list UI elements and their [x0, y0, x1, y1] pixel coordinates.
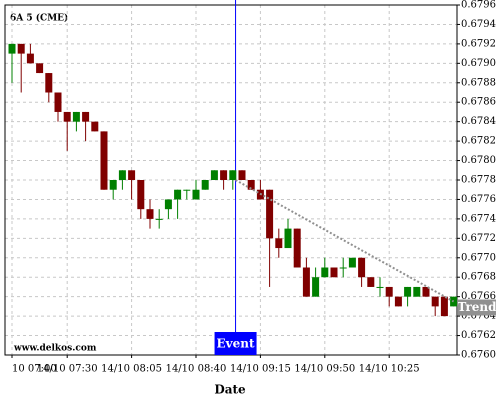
x-tick-label: 14/10 08:40 [166, 364, 227, 375]
y-tick-label: 0.6772 [461, 233, 496, 244]
candle-body [394, 296, 402, 307]
candle-body [440, 296, 448, 317]
candle-body [164, 199, 172, 210]
y-tick-label: 0.6774 [461, 213, 496, 224]
candle-body [321, 267, 329, 278]
candle-body [137, 180, 145, 210]
y-tick-label: 0.6780 [461, 155, 496, 166]
chart-title: 6A 5 (CME) [10, 13, 68, 24]
y-tick-label: 0.6760 [461, 350, 496, 361]
candle-body [183, 189, 191, 191]
candle-body [275, 238, 283, 249]
y-tick-label: 0.6792 [461, 38, 496, 49]
event-label-box [214, 332, 257, 355]
y-tick-label: 0.6766 [461, 291, 496, 302]
candle-body [247, 180, 255, 190]
candle-body [312, 277, 320, 297]
candle-body [339, 267, 347, 269]
candle-body [238, 170, 246, 180]
candle-body [146, 209, 154, 219]
candle-body [348, 257, 356, 268]
candle-body [118, 170, 126, 180]
candle-body [210, 170, 218, 180]
y-tick-label: 0.6770 [461, 252, 496, 263]
candle-body [358, 257, 366, 278]
candle-body [174, 189, 182, 200]
candle-body [63, 111, 71, 122]
candle-body [8, 43, 16, 54]
candle-body [109, 180, 117, 190]
y-tick-label: 0.6786 [461, 97, 496, 108]
candle-body [422, 286, 430, 297]
y-tick-label: 0.6768 [461, 272, 496, 283]
candle-body [91, 121, 99, 132]
event-label: Event [217, 337, 255, 351]
y-tick-label: 0.6790 [461, 58, 496, 69]
candle-body [201, 180, 209, 190]
candle-body [128, 170, 136, 180]
y-tick-label: 0.6762 [461, 330, 496, 341]
y-tick-label: 0.6764 [461, 311, 496, 322]
candle-body [284, 228, 292, 249]
candle-body [72, 111, 80, 122]
candle-body [82, 111, 90, 122]
candle-body [302, 267, 310, 297]
candle-body [36, 63, 44, 74]
candle-body [100, 131, 108, 190]
x-tick-label: 14/10 09:15 [230, 364, 291, 375]
candle-body [229, 170, 237, 180]
y-tick-label: 0.6778 [461, 175, 496, 186]
trend-label-box [458, 299, 496, 316]
x-tick-label: 14/10 09:50 [294, 364, 355, 375]
candle-body [385, 286, 393, 297]
x-tick-label: 14/10 08:05 [101, 364, 162, 375]
candle-body [413, 286, 421, 297]
candle-body [220, 170, 228, 180]
watermark: www.delkos.com [13, 344, 97, 354]
candle-body [431, 296, 439, 307]
candle-body [17, 43, 25, 54]
candle-body [330, 267, 338, 278]
candle-body [26, 53, 34, 64]
y-tick-label: 0.6784 [461, 116, 496, 127]
y-tick-label: 0.6782 [461, 136, 496, 147]
candle-body [367, 277, 375, 287]
trend-line [235, 179, 455, 303]
candle-body [266, 189, 274, 239]
trend-label: Trend [457, 300, 497, 314]
candle-body [54, 92, 62, 112]
candle-body [376, 286, 384, 288]
x-axis-label: Date [214, 383, 246, 397]
candle-body [155, 218, 163, 220]
candle-body [293, 228, 301, 268]
candle-body [192, 189, 200, 200]
y-tick-label: 0.6796 [461, 0, 496, 11]
x-tick-label: 14/10 07:30 [37, 364, 98, 375]
y-tick-label: 0.6776 [461, 194, 496, 205]
candle-body [45, 73, 53, 93]
candle-body [450, 296, 458, 307]
y-tick-label: 0.6788 [461, 77, 496, 88]
y-tick-label: 0.6794 [461, 19, 496, 30]
x-tick-label: 10 07:00 [12, 364, 57, 375]
candle-body [404, 286, 412, 297]
x-tick-label: 14/10 10:25 [359, 364, 420, 375]
